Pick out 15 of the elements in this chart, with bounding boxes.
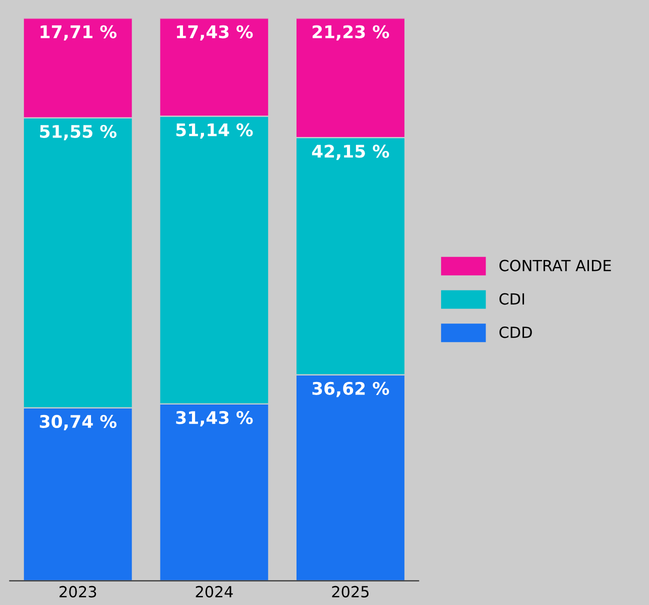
x-tick-label: 2024 <box>196 586 233 598</box>
legend-label: CDD <box>499 326 532 338</box>
data-label: 42,15 % <box>312 144 390 160</box>
legend-label: CONTRAT AIDE <box>499 260 611 272</box>
data-label: 51,55 % <box>40 124 117 140</box>
x-tick-label: 2025 <box>332 586 369 598</box>
data-label: 51,14 % <box>176 123 253 139</box>
data-label: 31,43 % <box>176 411 253 426</box>
data-label: 17,71 % <box>40 25 117 41</box>
data-label: 21,23 % <box>312 25 390 41</box>
x-tick-label: 2023 <box>60 586 96 598</box>
legend-label: CDI <box>499 293 524 305</box>
data-label: 36,62 % <box>312 382 390 398</box>
data-label: 30,74 % <box>40 414 117 430</box>
data-label: 17,43 % <box>176 25 253 41</box>
